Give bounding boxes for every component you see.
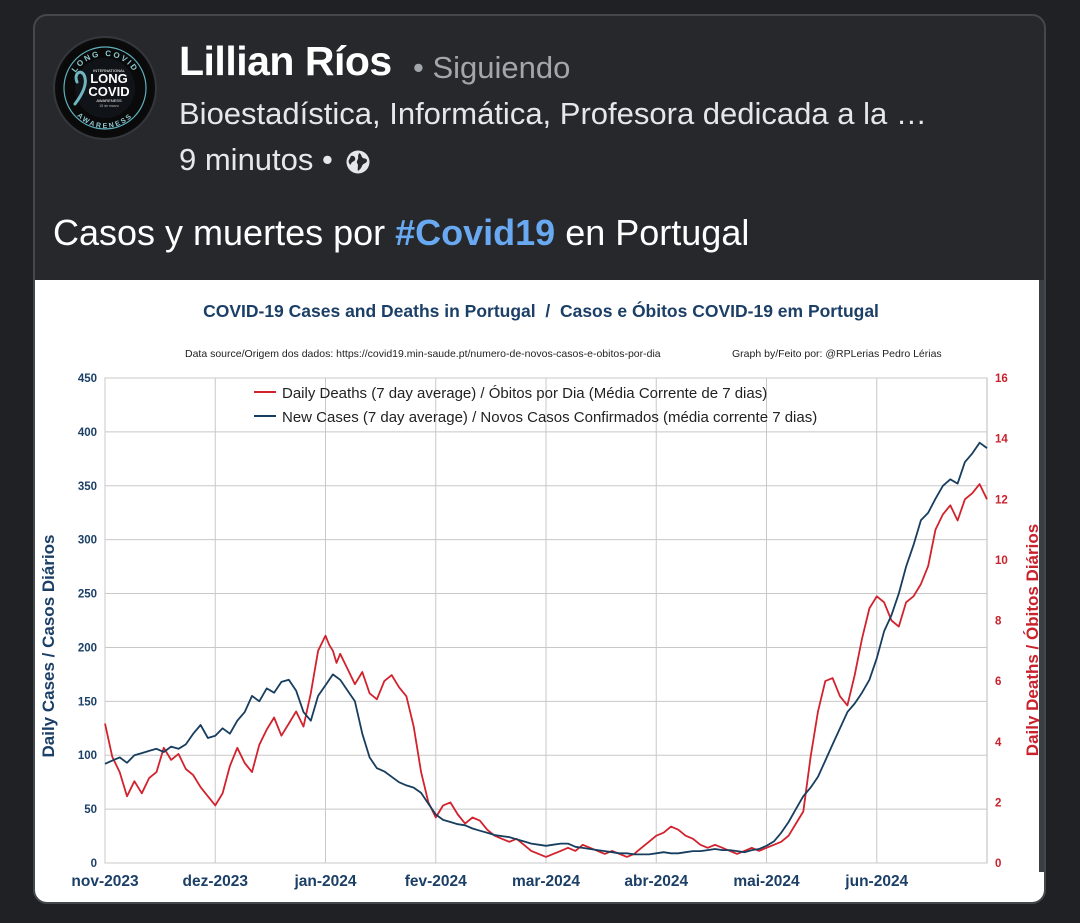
x-tick-label: mai-2024 bbox=[733, 873, 800, 890]
y-tick-right: 2 bbox=[995, 797, 1001, 809]
y-tick-left: 450 bbox=[78, 373, 97, 385]
post-meta: 9 minutos • bbox=[179, 142, 371, 178]
y-tick-left: 100 bbox=[78, 750, 97, 762]
covid-chart: COVID-19 Cases and Deaths in Portugal / … bbox=[39, 300, 1042, 890]
avatar-line1: INTERNATIONAL bbox=[93, 68, 125, 73]
x-tick-label: nov-2023 bbox=[71, 873, 139, 890]
y-tick-left: 200 bbox=[78, 642, 97, 654]
x-tick-label: jun-2024 bbox=[844, 873, 908, 890]
legend-deaths-label: Daily Deaths (7 day average) / Óbitos po… bbox=[282, 385, 767, 402]
follow-status[interactable]: • Siguiendo bbox=[413, 50, 571, 85]
chart-legend: Daily Deaths (7 day average) / Óbitos po… bbox=[254, 385, 817, 426]
avatar[interactable]: LONG COVID AWARENESS INTERNATIONAL LONG … bbox=[53, 36, 157, 140]
deaths-series-line bbox=[104, 483, 988, 858]
avatar-line2: LONG bbox=[90, 71, 128, 86]
chart-source: Data source/Origem dos dados: https://co… bbox=[185, 348, 661, 360]
avatar-line3: COVID bbox=[88, 84, 129, 99]
scrollbar[interactable] bbox=[1039, 280, 1044, 872]
y-tick-right: 14 bbox=[995, 434, 1008, 446]
author-name[interactable]: Lillian Ríos bbox=[179, 38, 392, 84]
hashtag-link[interactable]: #Covid19 bbox=[395, 212, 556, 253]
post-text-before: Casos y muertes por bbox=[53, 212, 396, 253]
y-tick-left: 300 bbox=[78, 535, 97, 547]
chart-grid bbox=[104, 377, 988, 864]
chart-image[interactable]: COVID-19 Cases and Deaths in Portugal / … bbox=[35, 280, 1044, 902]
author-bio: Bioestadística, Informática, Profesora d… bbox=[179, 96, 927, 131]
post-card[interactable]: LONG COVID AWARENESS INTERNATIONAL LONG … bbox=[33, 14, 1046, 904]
post-text-after: en Portugal bbox=[555, 212, 750, 253]
avatar-line5: 15 de marzo bbox=[99, 104, 119, 108]
avatar-line4: AWARENESS bbox=[96, 98, 122, 103]
chart-lines bbox=[104, 441, 988, 858]
y-axis-right-label: Daily Deaths / Óbitos Diários bbox=[1023, 524, 1042, 756]
chart-title: COVID-19 Cases and Deaths in Portugal / … bbox=[203, 300, 879, 321]
y-tick-right: 4 bbox=[995, 737, 1002, 749]
x-tick-label: abr-2024 bbox=[624, 873, 688, 890]
chart-credit: Graph by/Feito por: @RPLerias Pedro Léri… bbox=[732, 348, 942, 360]
y-tick-left: 400 bbox=[78, 427, 97, 439]
y-tick-left: 50 bbox=[84, 804, 97, 816]
y-tick-left: 250 bbox=[78, 589, 97, 601]
x-tick-label: fev-2024 bbox=[405, 873, 467, 890]
y-tick-right: 6 bbox=[995, 676, 1001, 688]
y-axis-left-label: Daily Cases / Casos Diários bbox=[39, 534, 58, 757]
chart-ticks: 0 50 100 150 200 250 300 350 400 450 0 2 4 6 8 10 12 14 16… bbox=[71, 373, 1008, 890]
y-tick-right: 8 bbox=[995, 616, 1002, 628]
x-tick-label: jan-2024 bbox=[293, 873, 356, 890]
x-tick-label: mar-2024 bbox=[512, 873, 580, 890]
y-tick-right: 16 bbox=[995, 373, 1008, 385]
y-tick-right: 10 bbox=[995, 555, 1008, 567]
y-tick-left: 0 bbox=[91, 858, 97, 870]
legend-cases-label: New Cases (7 day average) / Novos Casos … bbox=[282, 409, 817, 426]
y-tick-left: 150 bbox=[78, 696, 97, 708]
globe-icon bbox=[345, 147, 371, 174]
y-tick-left: 350 bbox=[78, 481, 97, 493]
post-time: 9 minutos • bbox=[179, 142, 333, 177]
post-text: Casos y muertes por #Covid19 en Portugal bbox=[53, 212, 749, 254]
x-tick-label: dez-2023 bbox=[183, 873, 249, 890]
cases-series-line bbox=[104, 441, 988, 856]
y-tick-right: 0 bbox=[995, 858, 1001, 870]
ribbon-icon bbox=[73, 70, 87, 106]
long-covid-awareness-logo: LONG COVID AWARENESS INTERNATIONAL LONG … bbox=[58, 41, 152, 135]
y-tick-right: 12 bbox=[995, 494, 1008, 506]
